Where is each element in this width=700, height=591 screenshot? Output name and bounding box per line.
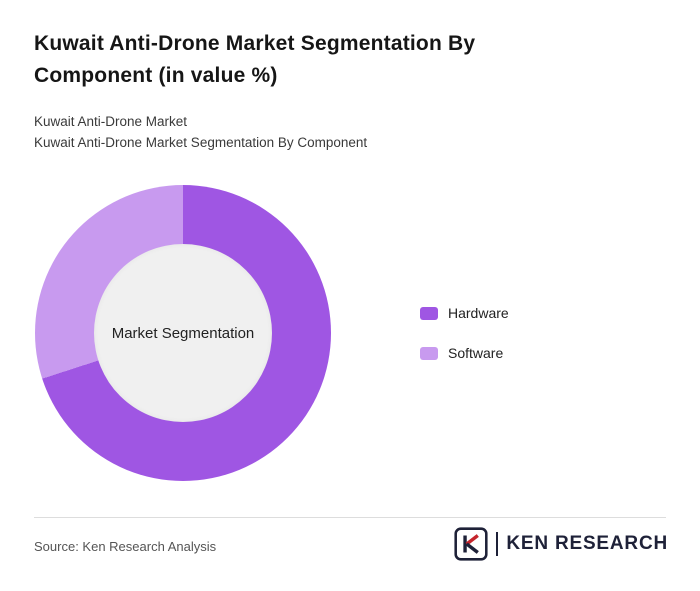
donut-center: Market Segmentation: [94, 244, 272, 422]
subtitle-segmentation: Kuwait Anti-Drone Market Segmentation By…: [34, 135, 368, 150]
ken-research-k-icon: [454, 527, 488, 561]
page-title: Kuwait Anti-Drone Market Segmentation By…: [34, 32, 476, 87]
footer-divider: [34, 517, 666, 518]
legend-swatch-hardware: [420, 306, 438, 320]
logo-separator: [496, 532, 499, 556]
legend-item-hardware: Hardware: [420, 305, 509, 321]
donut-chart: Market Segmentation: [35, 185, 331, 481]
legend-item-software: Software: [420, 345, 509, 361]
legend-swatch-software: [420, 346, 438, 360]
chart-legend: Hardware Software: [420, 305, 509, 385]
brand-name: KEN RESEARCH: [506, 533, 668, 554]
source-text: Source: Ken Research Analysis: [34, 539, 217, 554]
legend-label-hardware: Hardware: [448, 305, 509, 321]
subtitle-market: Kuwait Anti-Drone Market: [34, 114, 188, 129]
donut-center-label: Market Segmentation: [111, 324, 255, 342]
legend-label-software: Software: [448, 345, 504, 361]
donut-ring: Market Segmentation: [35, 185, 331, 481]
ken-research-logo: KEN RESEARCH: [454, 527, 668, 561]
